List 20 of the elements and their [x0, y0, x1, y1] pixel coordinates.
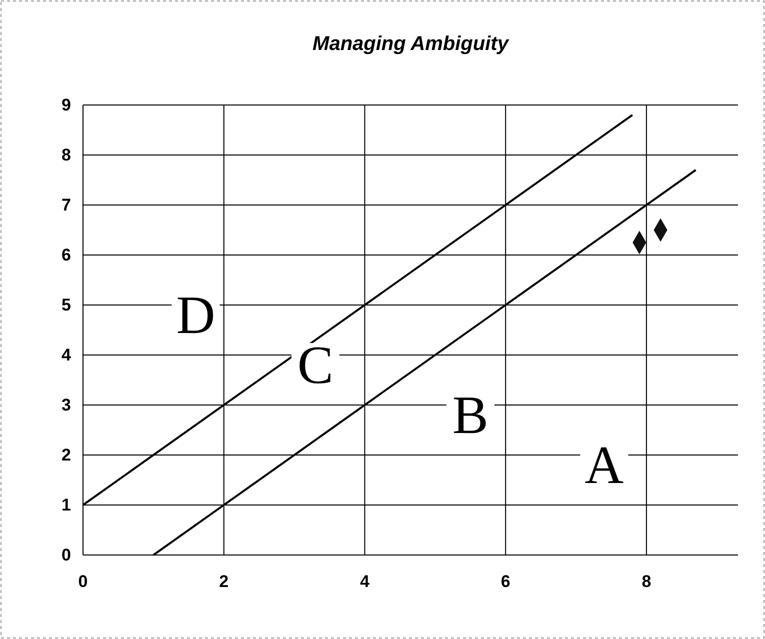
y-tick-label: 6 [62, 245, 71, 264]
annotation: C [297, 335, 334, 395]
x-tick-label: 4 [360, 572, 370, 592]
y-tick-label: 5 [62, 295, 71, 314]
annotation: A [584, 435, 624, 495]
y-tick-label: 8 [62, 145, 71, 164]
x-tick-label: 6 [500, 572, 510, 592]
y-tick-label: 4 [62, 345, 72, 364]
annotation: D [176, 285, 216, 345]
y-tick-label: 3 [62, 395, 71, 414]
x-tick-label: 8 [642, 572, 652, 592]
x-tick-label: 2 [219, 572, 229, 592]
y-tick-label: 7 [62, 195, 71, 214]
x-tick-label: 0 [78, 572, 88, 592]
y-tick-label: 2 [62, 445, 71, 464]
y-tick-label: 9 [62, 95, 71, 114]
chart-title: Managing Ambiguity [312, 33, 510, 55]
y-tick-label: 1 [62, 495, 71, 514]
y-tick-label: 0 [62, 545, 71, 564]
annotation: B [452, 385, 488, 445]
